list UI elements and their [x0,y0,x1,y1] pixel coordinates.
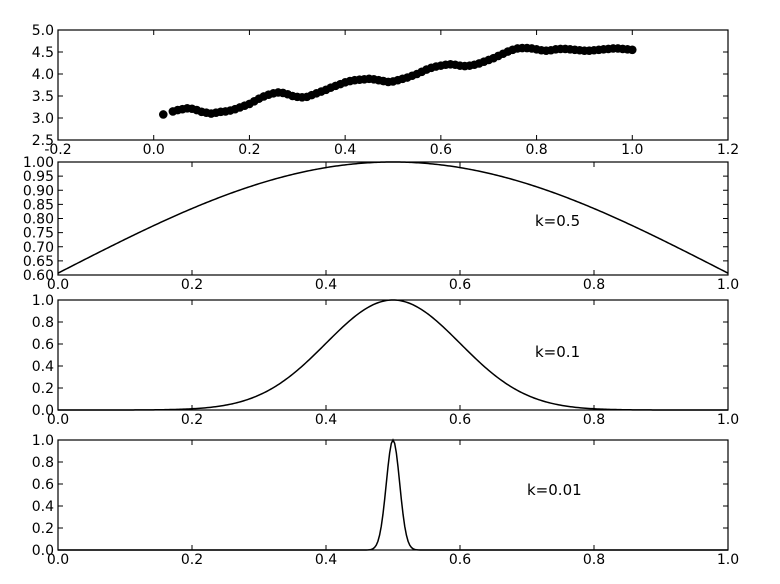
x-tick-label: -0.2 [44,142,71,158]
y-tick-label: 1.0 [32,433,54,449]
annotation-label: k=0.5 [535,212,580,230]
y-tick-label: 0.2 [32,381,54,397]
y-tick-label: 3.0 [32,111,54,127]
annotation-label: k=0.1 [535,343,580,361]
y-tick-label: 0.0 [32,543,54,559]
x-tick-label: 0.0 [47,277,69,293]
panel-1: -0.2 0.0 0.2 0.4 0.6 0.8 1.0 1.2 2.5 3.0 3.5 4.0 4.5… [32,23,739,158]
x-tick-label: 0.0 [143,142,165,158]
x-tick-label: 0.6 [430,142,452,158]
y-tick-label: 0.95 [23,169,54,185]
y-tick-label: 0.4 [32,499,54,515]
y-tick-label: 0.6 [32,337,54,353]
x-tick-label: 1.0 [717,412,739,428]
y-tick-label: 0.6 [32,477,54,493]
y-tick-label: 0.80 [23,212,54,228]
plot-frame [57,299,729,411]
x-tick-label: 0.8 [583,552,605,568]
x-tick-label: 0.4 [315,277,337,293]
plot-frame [57,439,729,551]
y-tick-label: 0.85 [23,197,54,213]
data-point [158,110,168,119]
x-tick-label: 0.2 [181,552,203,568]
y-tick-label: 5.0 [32,23,54,39]
y-tick-label: 0.2 [32,521,54,537]
y-tick-label: 0.65 [23,254,54,270]
annotation-label: k=0.01 [527,481,582,499]
x-tick-label: 0.4 [315,412,337,428]
y-tick-label: 0.8 [32,455,54,471]
x-tick-label: 0.4 [334,142,356,158]
x-tick-label: 0.6 [449,412,471,428]
series-line [58,299,728,411]
y-tick-label: 0.90 [23,183,54,199]
y-tick-label: 0.4 [32,359,54,375]
x-tick-label: 0.4 [315,552,337,568]
y-tick-label: 0.0 [32,403,54,419]
y-tick-label: 0.8 [32,315,54,331]
x-tick-label: 0.6 [449,277,471,293]
plot-frame [57,29,729,141]
series-line [58,438,728,551]
y-tick-label: 0.60 [23,268,54,284]
y-tick-label: 3.5 [32,89,54,105]
x-tick-label: 0.2 [181,277,203,293]
y-tick-label: 2.5 [32,133,54,149]
x-tick-label: 0.8 [525,142,547,158]
x-tick-label: 0.0 [47,552,69,568]
x-tick-label: 1.0 [717,277,739,293]
x-tick-label: 0.6 [449,552,471,568]
y-tick-label: 0.75 [23,226,54,242]
x-tick-label: 0.2 [238,142,260,158]
series-line [57,161,729,274]
x-tick-label: 0.0 [47,412,69,428]
y-tick-label: 1.0 [32,293,54,309]
x-tick-label: 1.2 [717,142,739,158]
data-point [627,45,637,55]
x-tick-label: 1.0 [717,552,739,568]
x-tick-label: 1.0 [621,142,643,158]
x-tick-label: 0.8 [583,277,605,293]
y-tick-label: 4.5 [32,45,54,61]
y-tick-label: 4.0 [32,67,54,83]
panel-4: 0.0 0.2 0.4 0.6 0.8 1.0 0.0 0.2 0.4 0.6 0.8 1.0 k=0.… [32,433,739,568]
y-tick-label: 1.00 [23,155,54,171]
x-tick-label: 0.2 [181,412,203,428]
x-tick-label: 0.8 [583,412,605,428]
plot-frame [57,161,729,276]
y-tick-label: 0.70 [23,240,54,256]
panel-3: 0.0 0.2 0.4 0.6 0.8 1.0 0.0 0.2 0.4 0.6 0.8 1.0 k=0.… [32,293,739,428]
panel-2: 0.0 0.2 0.4 0.6 0.8 1.00.600.650.700.750.800.… [23,155,739,293]
